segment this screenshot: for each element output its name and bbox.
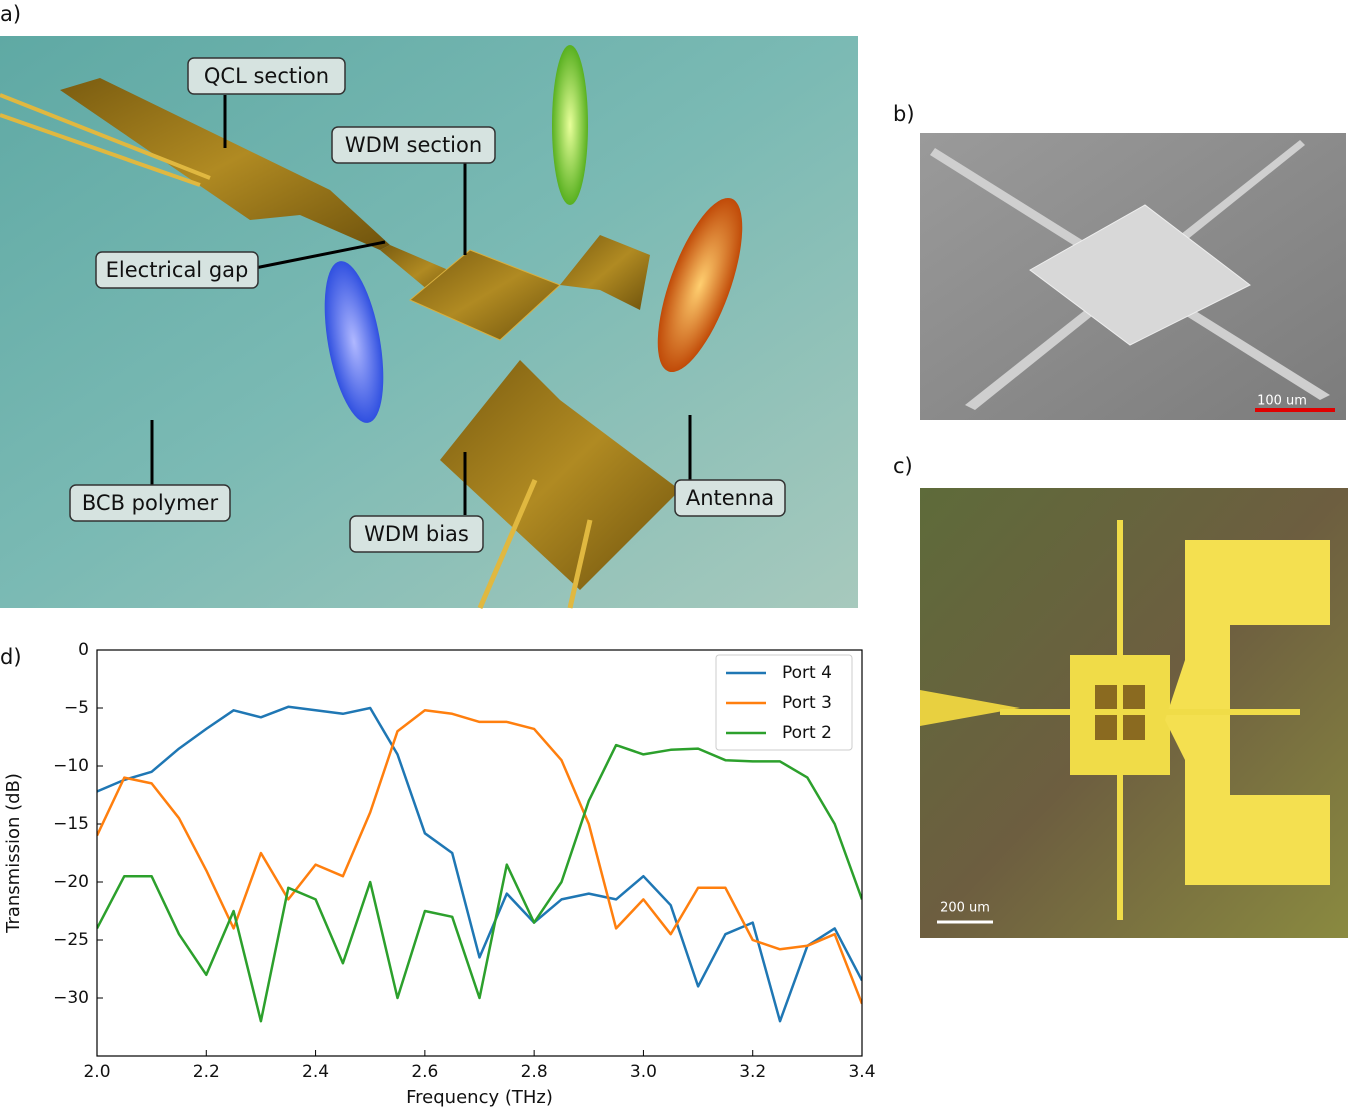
x-tick-label: 3.2 (739, 1062, 766, 1082)
annotation: Antenna (686, 486, 774, 510)
annotations: QCL section WDM section Electrical gap BCB … (69, 57, 786, 553)
beam (657, 197, 743, 373)
annotation: WDM bias (364, 522, 469, 546)
annotation-box (95, 251, 259, 289)
x-tick-label: 3.0 (630, 1062, 657, 1082)
annotation-box (331, 126, 496, 164)
series-line (97, 709, 862, 1005)
gold-taper (920, 690, 1020, 726)
annotation-box (674, 479, 786, 517)
y-axis-label: Transmission (dB) (3, 773, 24, 934)
y-tick-label: −10 (53, 756, 89, 776)
plot-frame (96, 649, 863, 1057)
x-tick-label: 2.8 (521, 1062, 548, 1082)
y-tick-label: 0 (78, 640, 89, 660)
legend-label: Port 3 (782, 693, 832, 713)
annotation: WDM section (345, 133, 482, 157)
wire (0, 93, 211, 180)
y-tick-label: −25 (53, 930, 89, 950)
x-tick-label: 2.4 (302, 1062, 329, 1082)
x-tick-label: 2.2 (193, 1062, 220, 1082)
panel-label: a) (0, 2, 21, 26)
x-tick-label: 2.6 (411, 1062, 438, 1082)
annotation-box (187, 57, 346, 95)
y-tick-label: −20 (53, 872, 89, 892)
annotation: Electrical gap (106, 258, 249, 282)
series-line (97, 743, 862, 1023)
sem-device (1029, 204, 1251, 346)
panel-label: c) (893, 454, 913, 478)
x-tick-label: 3.4 (848, 1062, 875, 1082)
bias-pad (560, 235, 650, 310)
y-tick-label: −15 (53, 814, 89, 834)
bias-pad (1165, 540, 1330, 885)
y-tick-label: −30 (53, 988, 89, 1008)
wire (567, 519, 593, 609)
legend-label: Port 2 (782, 723, 832, 743)
leader-lines (150, 95, 692, 515)
x-tick-label: 2.0 (83, 1062, 110, 1082)
panel-label: d) (0, 645, 22, 669)
wire (0, 113, 201, 187)
legend-label: Port 4 (782, 663, 832, 683)
bias-pad (440, 360, 680, 590)
annotation: BCB polymer (82, 491, 219, 515)
wire (477, 479, 538, 609)
annotation: QCL section (204, 64, 329, 88)
panel-label: b) (893, 102, 915, 126)
qcl-ridge (60, 78, 390, 250)
beam (552, 45, 588, 205)
scale-bar-label: 200 um (940, 901, 990, 916)
annotation-box (349, 515, 484, 553)
scale-bar-label: 100 um (1257, 394, 1307, 409)
series-line (97, 705, 862, 1023)
annotation-box (69, 484, 231, 522)
legend-box (715, 654, 853, 751)
chart: 2.0 2.2 2.4 2.6 2.8 3.0 3.2 3.4 0 −5 −10 −15 −20 −25 −… (3, 640, 876, 1108)
x-axis-label: Frequency (THz) (406, 1087, 553, 1108)
beam (324, 261, 384, 423)
y-tick-label: −5 (64, 698, 89, 718)
